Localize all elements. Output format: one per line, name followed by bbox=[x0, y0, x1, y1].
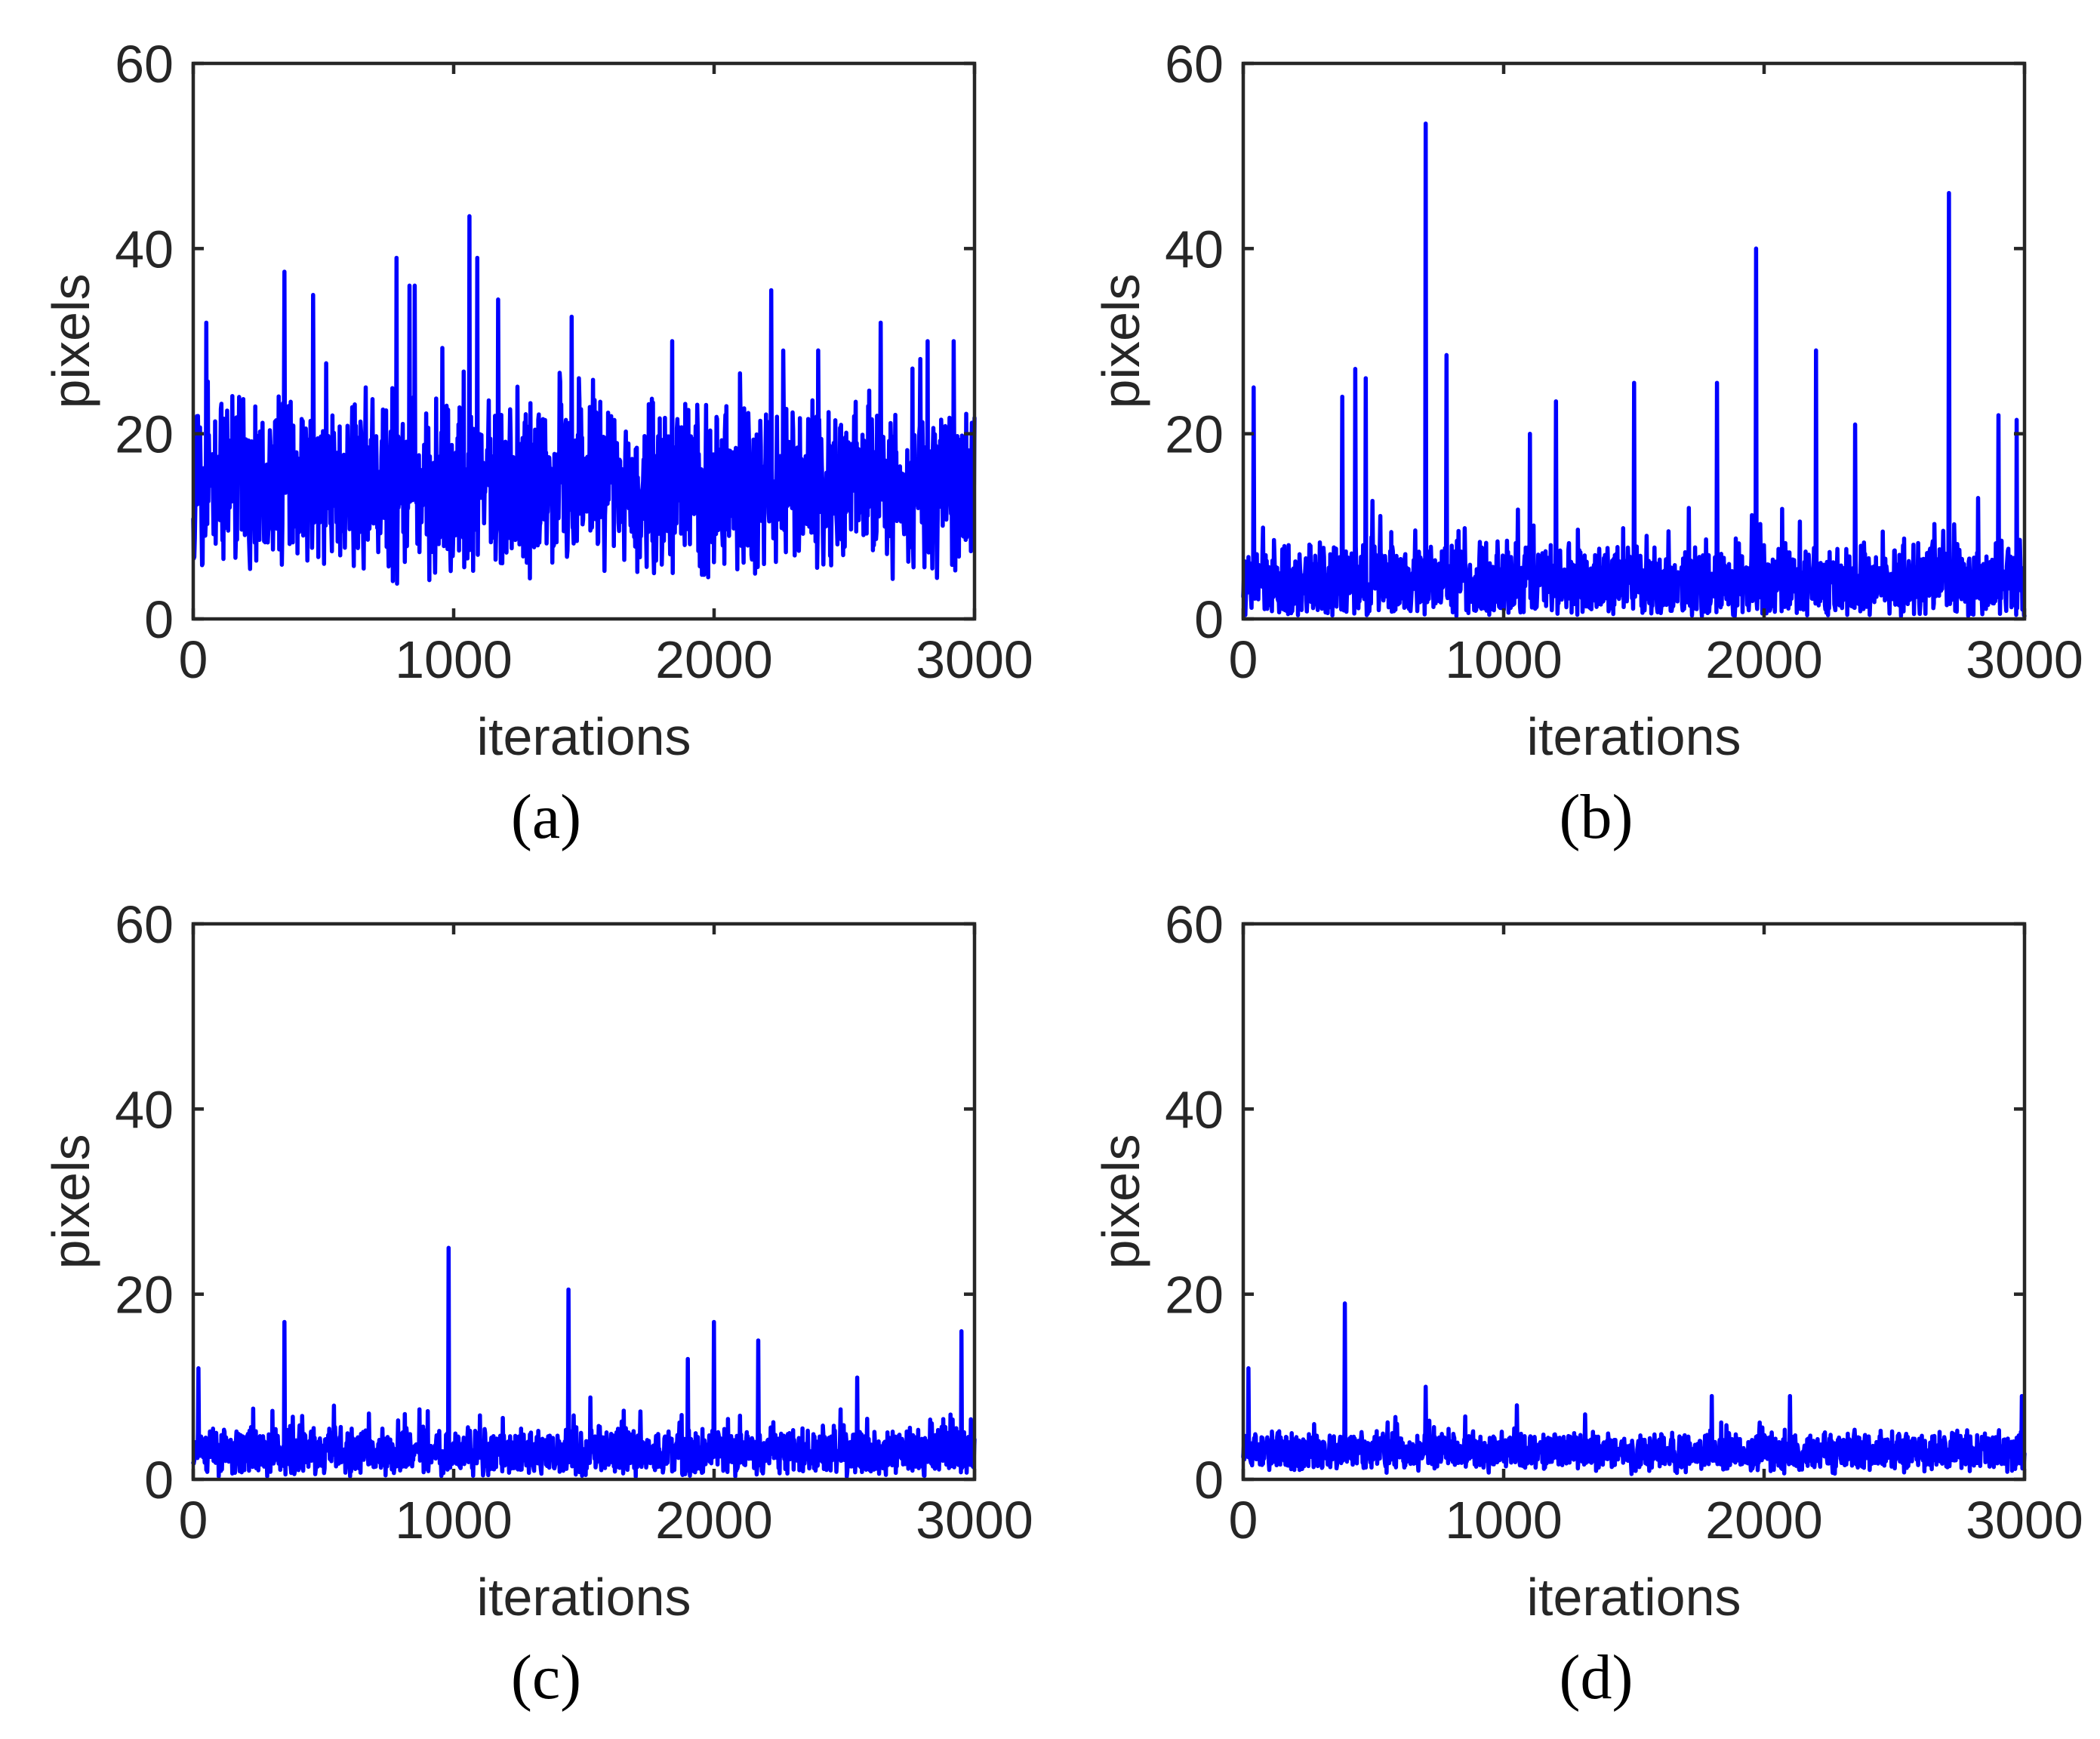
chart-d-y-tick-label: 40 bbox=[1165, 1080, 1224, 1139]
chart-b-x-tick-label: 0 bbox=[1229, 630, 1258, 689]
chart-d-x-tick-label: 3000 bbox=[1966, 1491, 2083, 1550]
chart-a-axes-frame bbox=[191, 61, 977, 621]
chart-c-x-axis-label: iterations bbox=[476, 1568, 691, 1627]
chart-d-y-tick-label: 60 bbox=[1165, 895, 1224, 954]
chart-c-y-tick-label: 40 bbox=[115, 1080, 174, 1139]
chart-c-y-tick-label: 0 bbox=[144, 1451, 174, 1510]
chart-d-x-tick-label: 2000 bbox=[1705, 1491, 1823, 1550]
chart-d-y-tick-label: 0 bbox=[1194, 1451, 1224, 1510]
chart-a-x-tick-label: 3000 bbox=[916, 630, 1033, 689]
chart-d-svg: 0 1000 2000 3000 0 20 40 60 iterations pixels (d) bbox=[1092, 895, 2083, 1713]
chart-a-y-tick-label: 20 bbox=[115, 405, 174, 464]
chart-b-y-tick-label: 40 bbox=[1165, 220, 1224, 279]
chart-a-y-tick-label: 40 bbox=[115, 220, 174, 279]
chart-b-y-tick-label: 20 bbox=[1165, 405, 1224, 464]
chart-c-x-tick-label: 0 bbox=[179, 1491, 208, 1550]
chart-a-x-tick-label: 2000 bbox=[655, 630, 773, 689]
chart-c-y-axis-label: pixels bbox=[42, 1134, 100, 1270]
chart-d-axes-frame bbox=[1241, 922, 2027, 1482]
chart-a-x-tick-label: 0 bbox=[179, 630, 208, 689]
chart-b-y-tick-label: 60 bbox=[1165, 35, 1224, 94]
chart-a-y-tick-label: 60 bbox=[115, 35, 174, 94]
chart-c-caption: (c) bbox=[511, 1642, 581, 1713]
chart-d-x-tick-label: 1000 bbox=[1445, 1491, 1563, 1550]
chart-a-x-axis-label: iterations bbox=[476, 707, 691, 766]
chart-c-svg: 0 1000 2000 3000 0 20 40 60 iterations pixels (c) bbox=[42, 895, 1033, 1713]
chart-d-caption: (d) bbox=[1560, 1642, 1634, 1713]
chart-a-svg: 0 1000 2000 3000 0 20 40 60 iterations pixels (a) bbox=[42, 35, 1033, 852]
chart-b-axes-frame bbox=[1241, 61, 2027, 621]
chart-d-series-line-0 bbox=[1241, 1301, 2027, 1476]
chart-a-caption: (a) bbox=[511, 782, 581, 852]
chart-panel-c: 0 1000 2000 3000 0 20 40 60 iterations pixels (c) bbox=[0, 860, 1050, 1739]
chart-c-y-tick-label: 20 bbox=[115, 1266, 174, 1325]
chart-d-x-axis-label: iterations bbox=[1526, 1568, 1741, 1627]
chart-d-x-tick-label: 0 bbox=[1229, 1491, 1258, 1550]
chart-c-x-tick-label: 1000 bbox=[395, 1491, 513, 1550]
chart-b-caption: (b) bbox=[1560, 782, 1634, 852]
chart-b-svg: 0 1000 2000 3000 0 20 40 60 iterations pixels (b) bbox=[1092, 35, 2083, 852]
chart-c-axes-frame bbox=[191, 922, 977, 1482]
chart-c-x-tick-label: 2000 bbox=[655, 1491, 773, 1550]
chart-panel-a: 0 1000 2000 3000 0 20 40 60 iterations pixels (a) bbox=[0, 0, 1050, 870]
chart-b-series-line-0 bbox=[1241, 121, 2027, 619]
chart-d-y-axis-label: pixels bbox=[1092, 1134, 1150, 1270]
chart-a-y-tick-label: 0 bbox=[144, 590, 174, 649]
chart-b-y-axis-label: pixels bbox=[1092, 274, 1150, 409]
chart-b-x-axis-label: iterations bbox=[1526, 707, 1741, 766]
chart-a-x-tick-label: 1000 bbox=[395, 630, 513, 689]
chart-c-y-tick-label: 60 bbox=[115, 895, 174, 954]
chart-c-series-line-0 bbox=[191, 1245, 977, 1479]
chart-d-y-tick-label: 20 bbox=[1165, 1266, 1224, 1325]
chart-b-y-tick-label: 0 bbox=[1194, 590, 1224, 649]
chart-b-x-tick-label: 2000 bbox=[1705, 630, 1823, 689]
chart-b-x-tick-label: 3000 bbox=[1966, 630, 2083, 689]
chart-panel-d: 0 1000 2000 3000 0 20 40 60 iterations pixels (d) bbox=[1050, 860, 2100, 1739]
chart-a-series-line-0 bbox=[191, 214, 977, 586]
chart-b-x-tick-label: 1000 bbox=[1445, 630, 1563, 689]
chart-panel-b: 0 1000 2000 3000 0 20 40 60 iterations pixels (b) bbox=[1050, 0, 2100, 870]
chart-a-y-axis-label: pixels bbox=[42, 274, 100, 409]
chart-c-x-tick-label: 3000 bbox=[916, 1491, 1033, 1550]
